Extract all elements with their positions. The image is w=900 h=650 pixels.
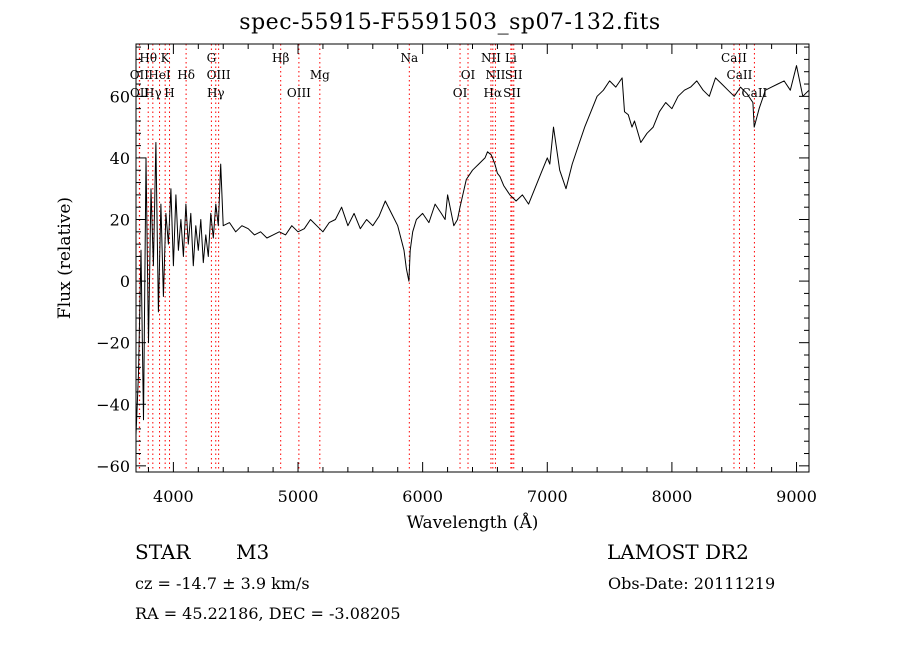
- line-marker-label: HeI: [148, 68, 171, 82]
- line-marker-label: Hα: [484, 86, 503, 100]
- line-marker-label: Mg: [310, 68, 330, 82]
- line-marker-label: Hβ: [272, 51, 289, 65]
- y-tick-label: −20: [96, 334, 130, 353]
- line-marker-label: SII: [505, 68, 523, 82]
- line-marker-label: Li: [505, 51, 517, 65]
- x-tick-label: 9000: [776, 487, 817, 506]
- line-marker-label: NII: [481, 51, 501, 65]
- x-tick-label: 6000: [402, 487, 443, 506]
- y-tick-label: 60: [110, 87, 130, 106]
- line-marker-label: Na: [400, 51, 418, 65]
- x-tick-label: 8000: [652, 487, 693, 506]
- axes: 4000 5000 6000 7000 8000 9000 −60 −40 −20 0 20 40 60: [96, 44, 817, 506]
- observation-date: Obs-Date: 20111219: [608, 574, 776, 593]
- line-marker-label: NII: [485, 68, 505, 82]
- y-tick-label: 20: [110, 211, 130, 230]
- spectrum-series: [135, 65, 810, 436]
- line-marker-label: OI: [461, 68, 476, 82]
- object-class: STAR: [135, 540, 191, 564]
- plot-frame: [135, 43, 810, 473]
- line-marker-label: CaII: [741, 86, 767, 100]
- ra-dec-coordinates: RA = 45.22186, DEC = -3.08205: [135, 604, 401, 623]
- line-marker-label: Hγ: [144, 86, 162, 100]
- chart-title: spec-55915-F5591503_sp07-132.fits: [239, 10, 661, 35]
- line-marker-label: K: [161, 51, 171, 65]
- spectrum-line: [135, 65, 810, 436]
- x-axis-label: Wavelength (Å): [407, 512, 539, 533]
- x-tick-label: 4000: [153, 487, 194, 506]
- line-marker-label: Hδ: [177, 68, 195, 82]
- line-marker-label: OIII: [287, 86, 311, 100]
- survey-label: LAMOST DR2: [607, 540, 749, 564]
- line-marker-label: Hθ: [139, 51, 157, 65]
- x-tick-label: 7000: [527, 487, 568, 506]
- line-marker-label: OIII: [207, 68, 231, 82]
- y-axis-label: Flux (relative): [55, 197, 75, 319]
- x-tick-label: 5000: [278, 487, 319, 506]
- line-marker-label: CaII: [727, 68, 753, 82]
- line-marker-label: G: [207, 51, 217, 65]
- line-marker-label: SII: [503, 86, 521, 100]
- y-tick-label: 40: [110, 149, 130, 168]
- object-subclass: M3: [236, 540, 270, 564]
- y-tick-label: 0: [120, 272, 130, 291]
- line-marker-label: H: [164, 86, 174, 100]
- line-marker-label: CaII: [721, 51, 747, 65]
- line-marker-label: OII: [130, 68, 150, 82]
- line-marker-label: OI: [453, 86, 468, 100]
- y-tick-label: −40: [96, 395, 130, 414]
- line-marker-label: Hγ: [207, 86, 225, 100]
- redshift-cz: cz = -14.7 ± 3.9 km/s: [135, 574, 310, 593]
- y-tick-label: −60: [96, 457, 130, 476]
